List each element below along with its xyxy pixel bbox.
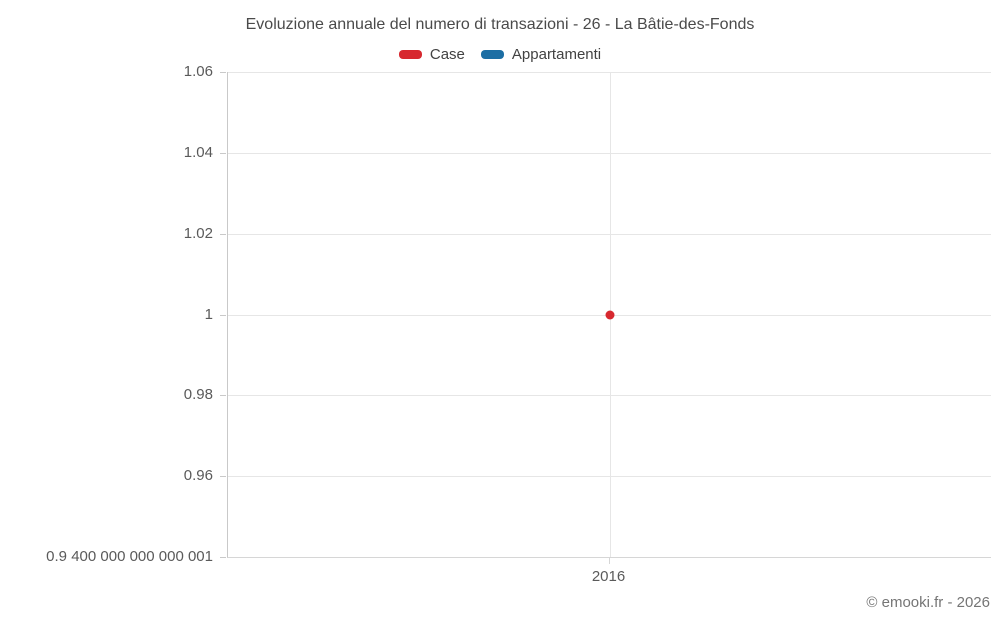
y-axis-tick-label: 1 [204,305,213,323]
y-axis-tick [220,72,226,73]
y-axis-tick [220,557,226,558]
y-axis-tick-label: 0.98 [183,386,213,404]
y-axis-tick [220,233,226,235]
appartamenti-series-swatch-icon [480,50,504,59]
y-axis-tick [220,152,226,154]
legend-label-case: Case [429,46,465,63]
x-axis-tick-label: 2016 [591,568,626,585]
y-axis-tick-label: 1.06 [183,63,213,80]
y-axis-tick-label: 1.04 [183,143,213,161]
y-axis-tick-label: 0.9 400 000 000 000 001 [46,548,213,565]
legend-item-case[interactable]: Case [398,46,465,63]
y-axis-tick [220,395,226,397]
x-axis-tick [608,558,610,564]
y-axis-tick [220,476,226,478]
chart-legend: Case Appartamenti [0,46,1000,63]
y-axis-tick-label: 1.02 [183,224,213,242]
y-axis-tick [220,314,226,316]
plot-area [227,72,991,558]
legend-label-appartamenti: Appartamenti [511,46,602,63]
data-point-case [605,310,614,319]
legend-item-appartamenti[interactable]: Appartamenti [480,46,602,63]
footer-credit: © emooki.fr - 2026 [866,594,990,611]
y-axis-tick-label: 0.96 [183,467,213,485]
chart-title: Evoluzione annuale del numero di transaz… [245,16,755,33]
case-series-swatch-icon [398,50,422,59]
